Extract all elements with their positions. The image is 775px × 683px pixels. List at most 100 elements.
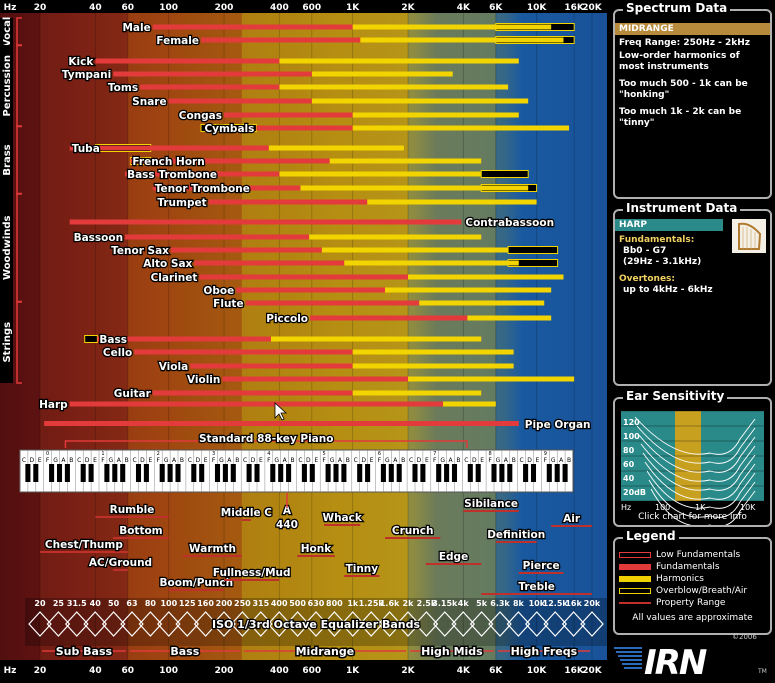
instrument-row[interactable]: Cello [102,346,514,360]
instrument-row[interactable]: Cymbals [200,122,570,136]
black-key [222,464,228,482]
property-range[interactable]: Sibilance [463,497,519,512]
instrument-row[interactable]: Clarinet [149,271,564,285]
legend-label: Fundamentals [656,562,720,572]
instrument-row[interactable]: Bass Trombone [125,168,529,182]
fundamentals-bar [190,363,353,369]
property-range[interactable]: Rumble [95,503,169,518]
property-range[interactable]: Chest/Thump [40,538,128,553]
black-key [33,464,39,482]
instrument-row[interactable]: Tenor Sax [110,244,559,258]
harmonics-bar [385,287,552,293]
instrument-row[interactable]: Male [121,21,575,35]
note-letter: B [235,457,239,464]
property-range[interactable]: Air [551,512,592,527]
band-segment[interactable]: Sub Bass [42,644,126,660]
property-range[interactable]: Warmth [183,542,242,557]
property-range[interactable]: AC/Ground [88,556,153,571]
property-range-bar [495,541,537,543]
note-letter: D [306,457,311,464]
property-range[interactable]: A [282,504,294,519]
ear-sensitivity-chart[interactable]: 120 100 80 60 40 20dB Hz 100 1K 10K [615,399,770,525]
bottom-tick-label: 2K [401,666,415,676]
property-range[interactable]: Edge [425,550,482,565]
bottom-tick-label: 4K [457,666,471,676]
instrument-row[interactable]: Female [155,34,575,48]
instrument-row[interactable]: Toms [107,81,509,95]
fundamentals-bar [222,376,408,382]
note-letter: E [370,457,374,464]
property-range[interactable]: Honk [297,542,335,557]
black-key [475,464,481,482]
property-range[interactable]: Fullness/Mud [212,566,292,581]
band-label: High Freqs [511,645,578,658]
section-label: Strings [2,322,13,363]
property-range[interactable]: Tinny [344,562,380,577]
ear-curve [638,434,756,473]
instrument-row[interactable]: Tuba [69,142,404,156]
legend-label: Overblow/Breath/Air [656,586,748,596]
band-segment[interactable]: Bass [129,644,240,660]
band-segment[interactable]: High Freqs [497,644,590,660]
pipe-organ-bar[interactable] [44,421,519,426]
instrument-row[interactable]: Tympani [61,68,453,82]
instrument-row[interactable]: Oboe [202,284,552,298]
eq-band-label: 200 [216,599,233,608]
ear-db-label: 120 [623,418,640,427]
property-range[interactable]: Definition [486,528,546,543]
property-range[interactable]: 440 [275,518,299,533]
ear-db-label: 60 [623,460,635,469]
note-letter: D [527,457,532,464]
frequency-chart[interactable]: Hz 20 40 60 100 200 400 600 1K 2K 4K 6K 10K 16K 20K Hz 2… [0,0,612,679]
instrument-row[interactable]: Piccolo [265,312,552,326]
instrument-row[interactable]: Trumpet [156,196,537,210]
ear-sensitivity-panel[interactable]: Ear Sensitivity 120 100 80 60 40 20dB Hz 100 1K 1… [613,389,772,527]
note-letter: D [140,457,145,464]
instrument-row[interactable]: Contrabassoon [69,216,555,230]
legend-title: Legend [623,529,679,543]
instrument-row[interactable]: Harp [38,398,496,412]
property-range-bar [425,563,482,565]
eq-band-shape [212,611,236,637]
property-range[interactable]: Boom/Punch [158,576,234,591]
harmonics-bar [467,315,552,321]
property-range[interactable]: Whack [321,511,364,526]
property-range[interactable]: Pierce [518,559,564,574]
property-range[interactable]: Crunch [385,524,441,539]
instrument-row[interactable]: Bass [84,333,482,347]
eq-band-shape [580,611,604,637]
harmonics-bar [300,185,529,191]
instrument-row[interactable]: Viola [157,360,514,374]
instrument-row[interactable]: Kick [67,55,519,69]
fundamentals-bar [152,185,301,191]
pipe-organ-label: Pipe Organ [525,419,591,431]
eq-title: ISO 1/3rd Octave Equalizer Bands [212,618,420,631]
instrument-row[interactable]: Violin [186,373,575,387]
note-letter: B [180,457,184,464]
black-key [88,464,94,482]
band-segment[interactable]: Midrange [243,644,406,660]
note-letter: B [567,457,571,464]
band-label: High Mids [421,645,483,658]
property-range[interactable]: Bottom [113,524,169,539]
band-segment[interactable]: High Mids [410,644,494,660]
property-range[interactable]: Middle C [220,506,273,521]
eq-band-label: 100 [160,599,177,608]
note-letter: E [314,457,318,464]
section-tab [0,126,13,194]
instrument-row[interactable]: Guitar [113,387,482,401]
instrument-row[interactable]: Alto Sax [142,257,559,271]
instrument-row[interactable]: Snare [131,95,529,109]
black-key [112,464,118,482]
instrument-row[interactable]: French Horn [129,155,482,169]
instrument-row[interactable]: Flute [212,297,545,311]
ear-sensitivity-title: Ear Sensitivity [623,389,728,403]
property-range[interactable]: Treble [481,580,592,595]
note-letter: G [440,457,445,464]
note-letter: F [267,457,271,464]
instrument-row[interactable]: Tenor Trombone [152,182,538,196]
instrument-row[interactable]: Congas [178,109,519,123]
legend-item: Fundamentals [619,561,770,573]
instrument-row[interactable]: Bassoon [72,231,482,245]
ear-curve [648,479,756,518]
